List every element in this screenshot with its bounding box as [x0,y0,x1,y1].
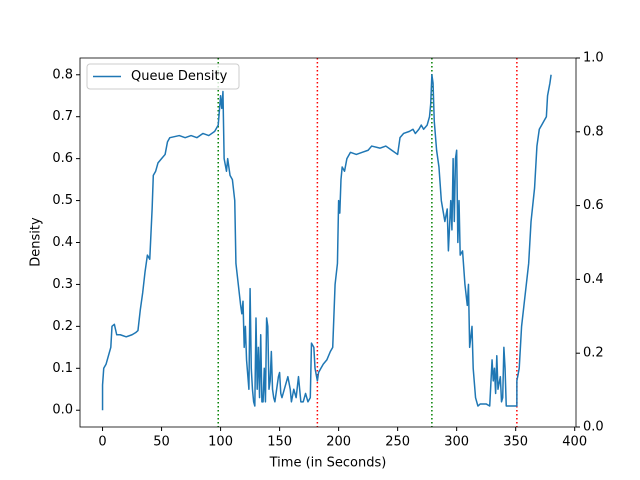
x-tick-label: 300 [444,435,469,450]
legend-label: Queue Density [131,69,228,84]
x-tick-label: 150 [267,435,292,450]
legend-box [86,63,240,90]
x-tick-label: 350 [503,435,528,450]
x-axis-label: Time (in Seconds) [269,456,387,471]
y-tick-label: 0.6 [52,151,73,166]
data-line [101,74,552,411]
y2-tick-label: 1.0 [583,51,604,66]
x-tick-label: 250 [385,435,410,450]
y-tick-label: 0.4 [52,235,73,250]
y2-tick-label: 0.2 [583,346,604,361]
axes-frame [79,57,577,428]
x-tick-label: 50 [153,435,170,450]
y-tick-label: 0.1 [52,361,73,376]
y-tick-label: 0.3 [52,277,73,292]
y2-tick-label: 0.0 [583,420,604,435]
y-tick-label: 0.5 [52,193,73,208]
y2-tick-label: 0.6 [583,198,604,213]
y2-tick-label: 0.8 [583,124,604,139]
x-tick-label: 200 [326,435,351,450]
y-tick-label: 0.7 [52,109,73,124]
x-tick-label: 100 [208,435,233,450]
y-axis-label: Density [29,217,44,267]
x-tick-label: 0 [98,435,106,450]
y-tick-label: 0.0 [52,403,73,418]
y-tick-label: 0.2 [52,319,73,334]
x-tick-label: 400 [562,435,587,450]
y-tick-label: 0.8 [52,67,73,82]
y2-tick-label: 0.4 [583,272,604,287]
